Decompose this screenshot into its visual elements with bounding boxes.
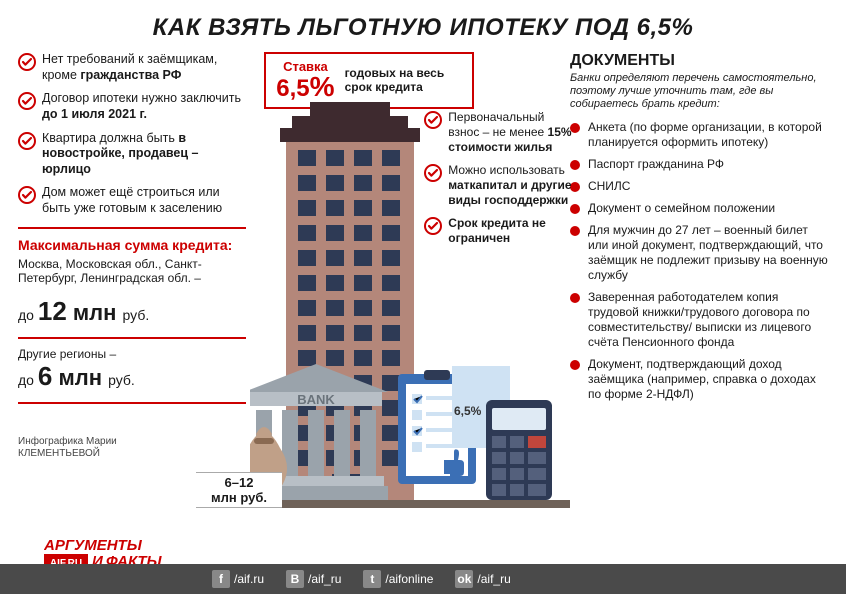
bullet-icon: [570, 360, 580, 370]
condition-item: Квартира должна быть в новостройке, прод…: [18, 131, 246, 178]
col-illustration: Ставка 6,5% годовых на весь срок кредита…: [254, 52, 562, 460]
illustration-scene: BANK: [250, 102, 570, 522]
regions-a: Москва, Московская обл., Санкт-Петербург…: [18, 257, 246, 286]
check-circle-icon: [18, 132, 36, 150]
social-link[interactable]: B/aif_ru: [286, 570, 341, 588]
calculator-icon: [486, 400, 552, 500]
document-text: Заверенная работодателем копия трудовой …: [588, 290, 828, 350]
max-credit-heading: Максимальная сумма кредита:: [18, 237, 246, 253]
svg-text:BANK: BANK: [298, 392, 336, 407]
document-text: Для мужчин до 27 лет – военный билет или…: [588, 223, 828, 283]
social-handle: /aif.ru: [234, 572, 264, 586]
check-circle-icon: [18, 186, 36, 204]
documents-heading: ДОКУМЕНТЫ: [570, 52, 828, 70]
amount-a: до 12 млн руб.: [18, 296, 246, 327]
check-circle-icon: [18, 92, 36, 110]
document-item: Документ, подтверждающий доход заёмщика …: [570, 357, 828, 402]
social-icon: f: [212, 570, 230, 588]
document-text: Документ о семейном положении: [588, 201, 775, 216]
footer-bar: f/aif.ru B/aif_ru t/aifonline ok/aif_ru: [0, 564, 846, 594]
divider: [18, 227, 246, 229]
regions-b: Другие регионы –: [18, 347, 246, 361]
document-text: СНИЛС: [588, 179, 631, 194]
rate-box: Ставка 6,5% годовых на весь срок кредита: [264, 52, 474, 109]
social-icon: B: [286, 570, 304, 588]
divider: [18, 337, 246, 339]
social-handle: /aif_ru: [308, 572, 341, 586]
bag-amount-label: 6–12млн руб.: [196, 472, 282, 508]
page-title: КАК ВЗЯТЬ ЛЬГОТНУЮ ИПОТЕКУ ПОД 6,5%: [18, 14, 828, 42]
condition-text: Нет требований к заёмщикам, кроме гражда…: [42, 52, 246, 83]
social-icon: ok: [455, 570, 473, 588]
social-link[interactable]: ok/aif_ru: [455, 570, 510, 588]
condition-text: Договор ипотеки нужно заключить до 1 июл…: [42, 91, 246, 122]
social-link[interactable]: t/aifonline: [363, 570, 433, 588]
divider: [18, 402, 246, 404]
condition-text: Квартира должна быть в новостройке, прод…: [42, 131, 246, 178]
bullet-icon: [570, 293, 580, 303]
social-handle: /aifonline: [385, 572, 433, 586]
col-conditions: Нет требований к заёмщикам, кроме гражда…: [18, 52, 246, 460]
calc-screen-value: 6,5%: [454, 404, 481, 418]
document-item: Анкета (по форме организации, в которой …: [570, 120, 828, 150]
document-item: Документ о семейном положении: [570, 201, 828, 216]
document-text: Документ, подтверждающий доход заёмщика …: [588, 357, 828, 402]
social-handle: /aif_ru: [477, 572, 510, 586]
document-item: Заверенная работодателем копия трудовой …: [570, 290, 828, 350]
condition-item: Нет требований к заёмщикам, кроме гражда…: [18, 52, 246, 83]
social-link[interactable]: f/aif.ru: [212, 570, 264, 588]
condition-text: Дом может ещё строиться или быть уже гот…: [42, 185, 246, 216]
condition-item: Дом может ещё строиться или быть уже гот…: [18, 185, 246, 216]
document-text: Анкета (по форме организации, в которой …: [588, 120, 828, 150]
author-credit: Инфографика Марии КЛЕМЕНТЬЕВОЙ: [18, 436, 246, 460]
condition-item: Договор ипотеки нужно заключить до 1 июл…: [18, 91, 246, 122]
col-documents: ДОКУМЕНТЫ Банки определяют перечень само…: [570, 52, 828, 460]
documents-sub: Банки определяют перечень самостоятельно…: [570, 72, 828, 112]
document-item: Для мужчин до 27 лет – военный билет или…: [570, 223, 828, 283]
amount-b: до 6 млн руб.: [18, 361, 246, 392]
social-icon: t: [363, 570, 381, 588]
check-circle-icon: [18, 53, 36, 71]
document-text: Паспорт гражданина РФ: [588, 157, 724, 172]
svg-text:АРГУМЕНТЫ: АРГУМЕНТЫ: [44, 537, 143, 554]
document-item: Паспорт гражданина РФ: [570, 157, 828, 172]
document-item: СНИЛС: [570, 179, 828, 194]
